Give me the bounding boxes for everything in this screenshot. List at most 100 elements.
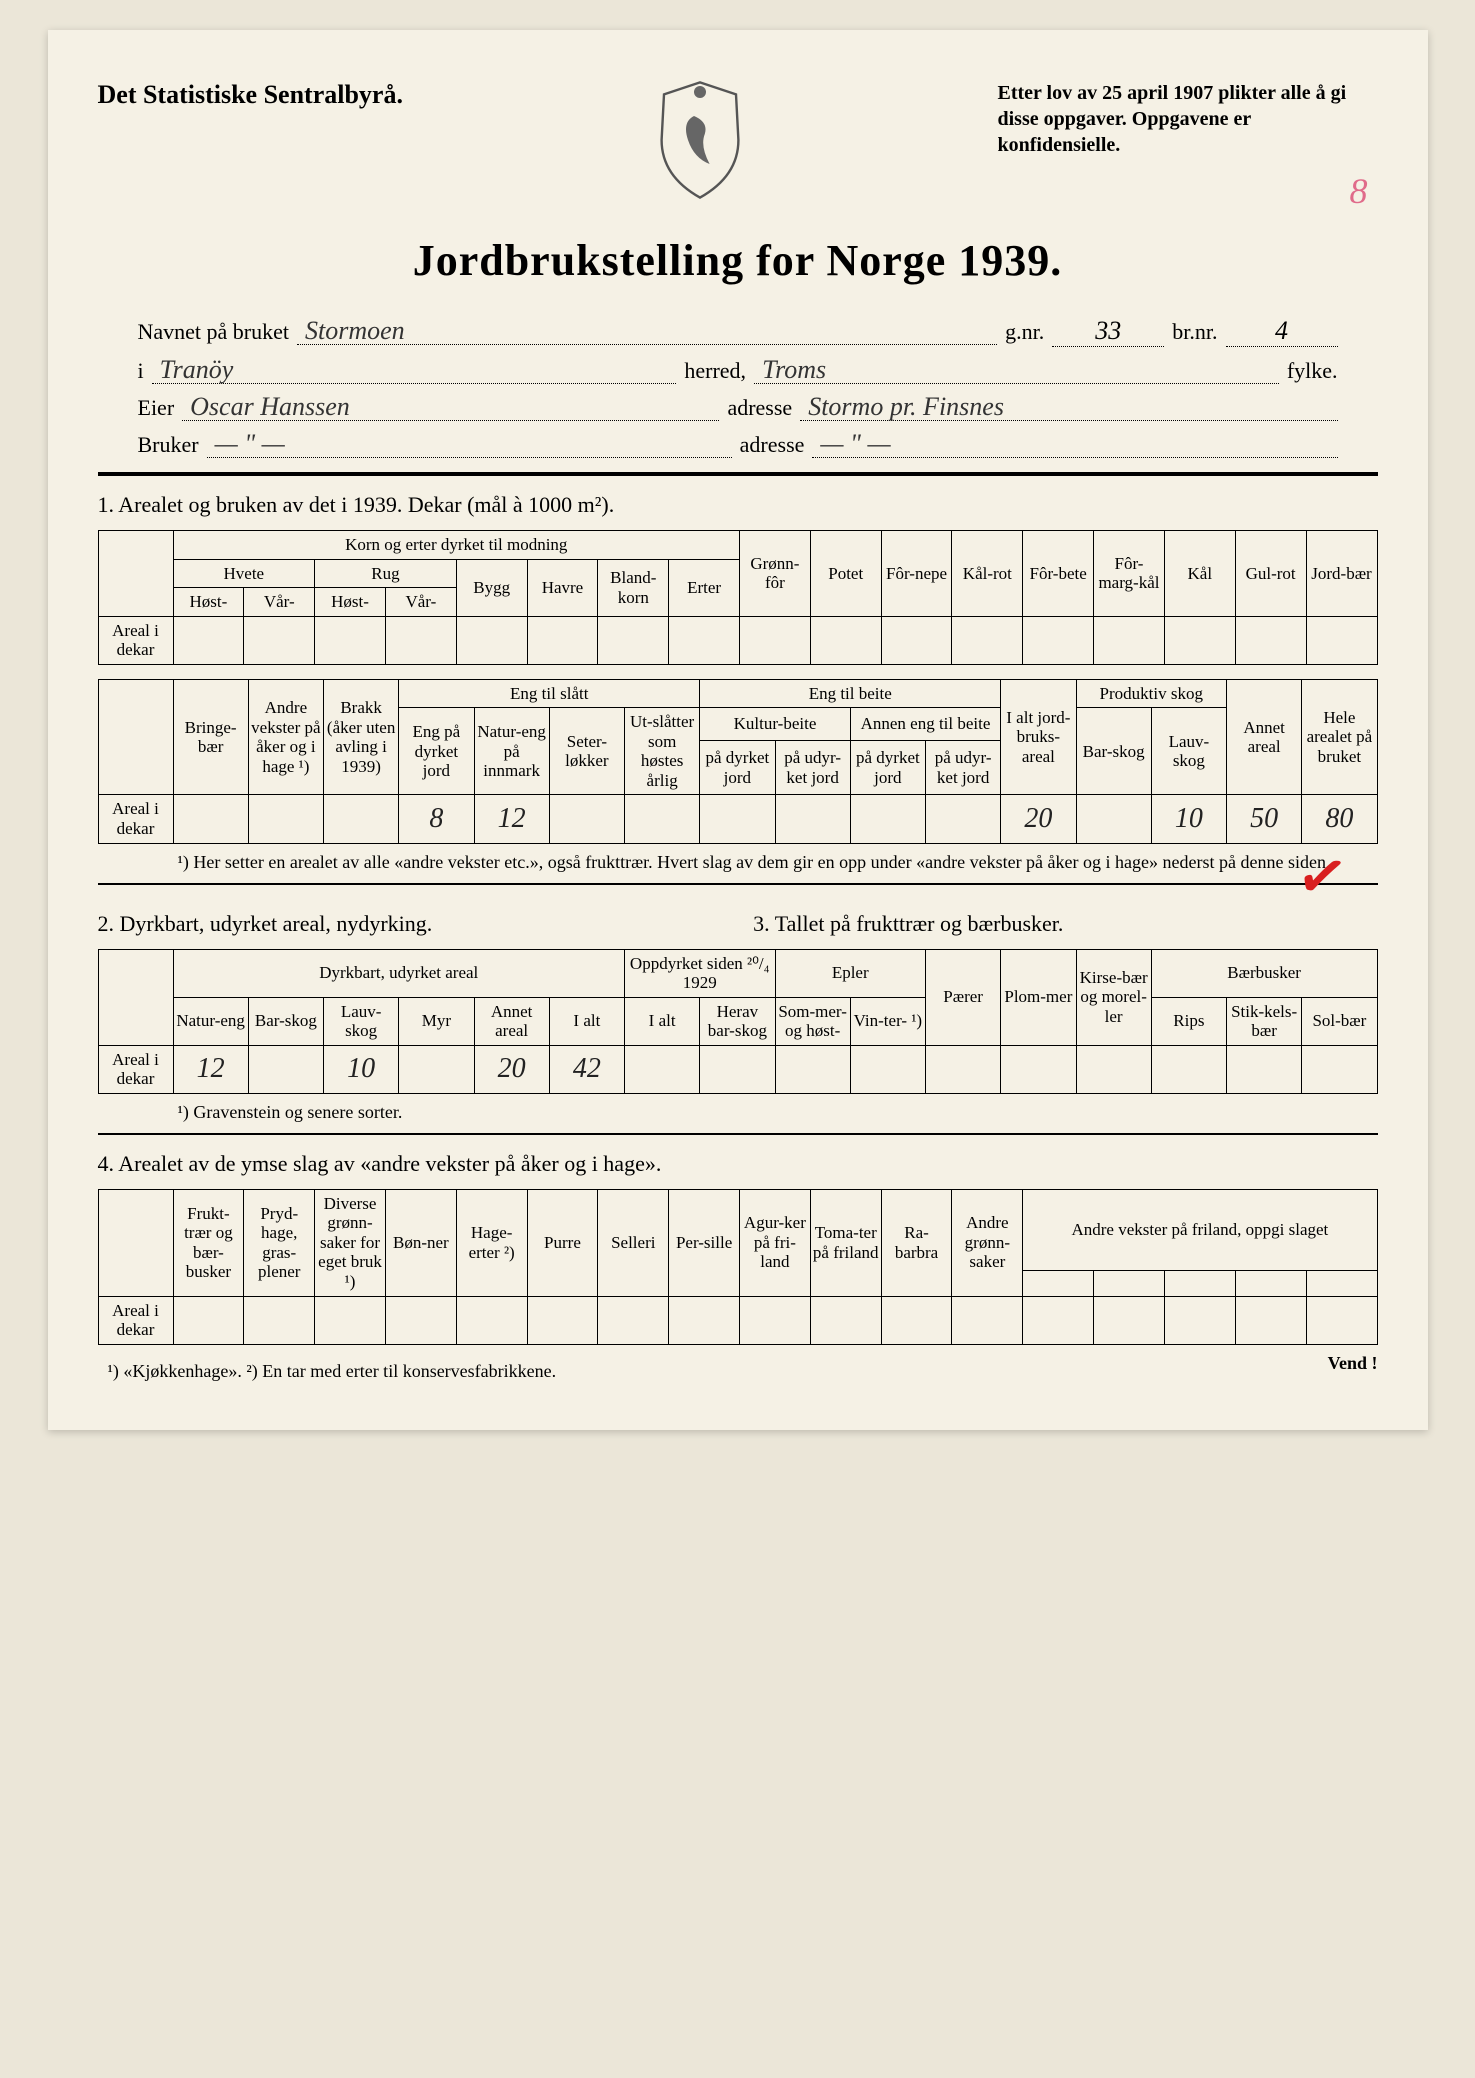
- row-label: Areal i dekar: [98, 795, 173, 843]
- section-1-title: 1. Arealet og bruken av det i 1939. Deka…: [98, 492, 1378, 518]
- col-header: I alt: [625, 997, 700, 1045]
- brnr-value: 4: [1226, 316, 1338, 347]
- field-label: Eier: [138, 395, 175, 421]
- col-header: Dyrkbart, udyrket areal: [173, 949, 625, 997]
- col-header: Bringe-bær: [173, 679, 248, 795]
- col-header: Natur-eng på innmark: [474, 708, 549, 795]
- col-header: Fôr-bete: [1023, 531, 1094, 617]
- col-header: Kirse-bær og morel-ler: [1076, 949, 1151, 1045]
- col-header: Pryd-hage, gras-plener: [244, 1189, 315, 1296]
- field-label: Navnet på bruket: [138, 319, 290, 345]
- legal-notice: Etter lov av 25 april 1907 plikter alle …: [997, 80, 1377, 158]
- col-header: Ra-barbra: [881, 1189, 952, 1296]
- col-header: Herav bar-skog: [700, 997, 775, 1045]
- col-header: Sol-bær: [1302, 997, 1377, 1045]
- identification-block: Navnet på bruket Stormoen g.nr. 33 br.nr…: [138, 316, 1338, 458]
- cell-value: 12: [173, 1045, 248, 1093]
- table-1a: Korn og erter dyrket til modning Grønn-f…: [98, 530, 1378, 665]
- col-header: på udyr-ket jord: [926, 740, 1001, 795]
- col-header: Frukt-trær og bær-busker: [173, 1189, 244, 1296]
- col-header: Selleri: [598, 1189, 669, 1296]
- col-header: Lauv-skog: [1151, 708, 1226, 795]
- owner-address-value: Stormo pr. Finsnes: [800, 394, 1337, 421]
- cell-value: 8: [399, 795, 474, 843]
- divider: [98, 1133, 1378, 1135]
- col-header: Vin-ter- ¹): [850, 997, 925, 1045]
- field-label: adresse: [727, 395, 792, 421]
- field-label: Bruker: [138, 432, 199, 458]
- cell-value: 50: [1227, 795, 1302, 843]
- col-header: Eng til beite: [700, 679, 1001, 708]
- col-header: Epler: [775, 949, 926, 997]
- cell-value: 42: [549, 1045, 624, 1093]
- field-label: g.nr.: [1005, 319, 1044, 345]
- agency-name: Det Statistiske Sentralbyrå.: [98, 80, 403, 110]
- cell-value: 80: [1302, 795, 1377, 843]
- col-header: Bygg: [456, 559, 527, 616]
- col-header: Stik-kels-bær: [1227, 997, 1302, 1045]
- divider: [98, 472, 1378, 476]
- cell-value: 20: [474, 1045, 549, 1093]
- col-header: Eng til slått: [399, 679, 700, 708]
- col-header: Toma-ter på friland: [810, 1189, 881, 1296]
- header: Det Statistiske Sentralbyrå. Etter lov a…: [98, 80, 1378, 205]
- col-header: Andre vekster på friland, oppgi slaget: [1023, 1189, 1377, 1270]
- cell-value: 20: [1001, 795, 1076, 843]
- col-header: Hele arealet på bruket: [1302, 679, 1377, 795]
- col-header: Produktiv skog: [1076, 679, 1227, 708]
- col-header: Bærbusker: [1151, 949, 1377, 997]
- footnote-text: ¹) Her setter en arealet av alle «andre …: [178, 852, 1331, 872]
- col-header: Bøn-ner: [385, 1189, 456, 1296]
- coat-of-arms: [650, 80, 750, 205]
- footnote-4: ¹) «Kjøkkenhage». ²) En tar med erter ti…: [108, 1361, 557, 1382]
- county-value: Troms: [754, 357, 1279, 384]
- col-header: Havre: [527, 559, 598, 616]
- col-header: Agur-ker på fri-land: [740, 1189, 811, 1296]
- col-header: Seter-løkker: [549, 708, 624, 795]
- col-header: Per-sille: [669, 1189, 740, 1296]
- col-header: Pærer: [926, 949, 1001, 1045]
- col-header: Myr: [399, 997, 474, 1045]
- col-header: Kultur-beite: [700, 708, 851, 740]
- document-page: Det Statistiske Sentralbyrå. Etter lov a…: [48, 30, 1428, 1430]
- row-label: Areal i dekar: [98, 1045, 173, 1093]
- col-header: Bland-korn: [598, 559, 669, 616]
- col-header: Kål-rot: [952, 531, 1023, 617]
- document-title: Jordbrukstelling for Norge 1939.: [98, 235, 1378, 286]
- col-header: Brakk (åker uten avling i 1939): [324, 679, 399, 795]
- col-header: Høst-: [173, 588, 244, 617]
- footnote-3: ¹) Gravenstein og senere sorter.: [178, 1102, 1368, 1123]
- section-2-title: 2. Dyrkbart, udyrket areal, nydyrking.: [98, 911, 754, 937]
- col-header: I alt jord-bruks-areal: [1001, 679, 1076, 795]
- col-header: på udyr-ket jord: [775, 740, 850, 795]
- table-4: Frukt-trær og bær-busker Pryd-hage, gras…: [98, 1189, 1378, 1345]
- col-header: Plom-mer: [1001, 949, 1076, 1045]
- field-label: br.nr.: [1172, 319, 1217, 345]
- col-header: på dyrket jord: [700, 740, 775, 795]
- field-label: fylke.: [1287, 358, 1338, 384]
- footnote-1: ¹) Her setter en arealet av alle «andre …: [178, 852, 1368, 873]
- page-number-annotation: 8: [1350, 170, 1368, 212]
- col-header: Annen eng til beite: [850, 708, 1001, 740]
- col-header: Eng på dyrket jord: [399, 708, 474, 795]
- col-header: Ut-slåtter som høstes årlig: [625, 708, 700, 795]
- col-header: på dyrket jord: [850, 740, 925, 795]
- col-header: Erter: [669, 559, 740, 616]
- field-label: adresse: [740, 432, 805, 458]
- col-header: Potet: [810, 531, 881, 617]
- col-header: Annet areal: [1227, 679, 1302, 795]
- col-header: Som-mer- og høst-: [775, 997, 850, 1045]
- gnr-value: 33: [1052, 316, 1164, 347]
- col-header: Korn og erter dyrket til modning: [173, 531, 740, 560]
- table-1b: Bringe-bær Andre vekster på åker og i ha…: [98, 679, 1378, 844]
- col-header: Hage-erter ²): [456, 1189, 527, 1296]
- cell-value: 10: [324, 1045, 399, 1093]
- user-value: — " —: [207, 431, 732, 458]
- col-header: Andre vekster på åker og i hage ¹): [248, 679, 323, 795]
- user-address-value: — " —: [812, 431, 1337, 458]
- municipality-value: Tranöy: [152, 357, 677, 384]
- turn-page-label: Vend !: [1328, 1353, 1378, 1390]
- row-label: Areal i dekar: [98, 616, 173, 664]
- owner-value: Oscar Hanssen: [182, 394, 719, 421]
- section-3-title: 3. Tallet på frukttrær og bærbusker.: [753, 911, 1377, 937]
